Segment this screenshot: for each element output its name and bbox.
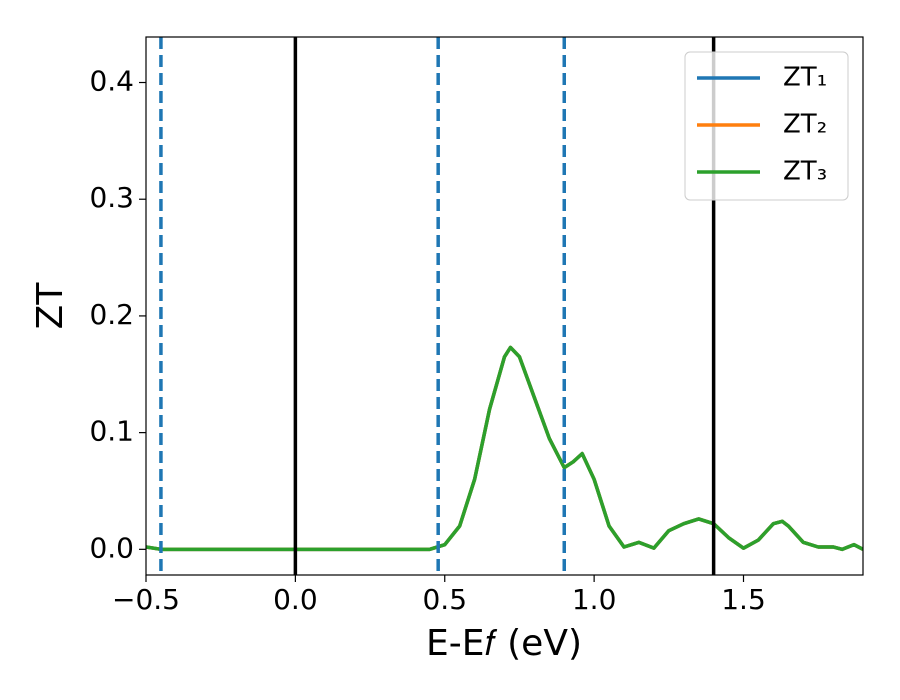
plot-frame [145, 36, 864, 576]
x-tick-label: 1.0 [572, 583, 617, 616]
series-line [146, 345, 863, 552]
x-axis-label: E-E𝑓 (eV) [426, 623, 582, 664]
x-tick-label: 0.0 [273, 583, 318, 616]
series-line [146, 345, 863, 552]
x-tick-label: 1.5 [721, 583, 766, 616]
legend-box [684, 51, 849, 201]
legend-label: ZT₃ [783, 157, 827, 187]
y-tick-label: 0.0 [89, 531, 134, 564]
y-tick-label: 0.4 [89, 65, 134, 98]
y-tick-label: 0.3 [89, 181, 134, 214]
y-tick-label: 0.2 [89, 298, 134, 331]
x-tick-label: −0.5 [112, 583, 180, 616]
y-axis-label: ZT [30, 282, 71, 330]
legend-label: ZT₁ [783, 63, 827, 93]
y-tick-label: 0.1 [89, 415, 134, 448]
legend-label: ZT₂ [783, 110, 827, 140]
x-tick-label: 0.5 [422, 583, 467, 616]
series-line [146, 345, 863, 552]
